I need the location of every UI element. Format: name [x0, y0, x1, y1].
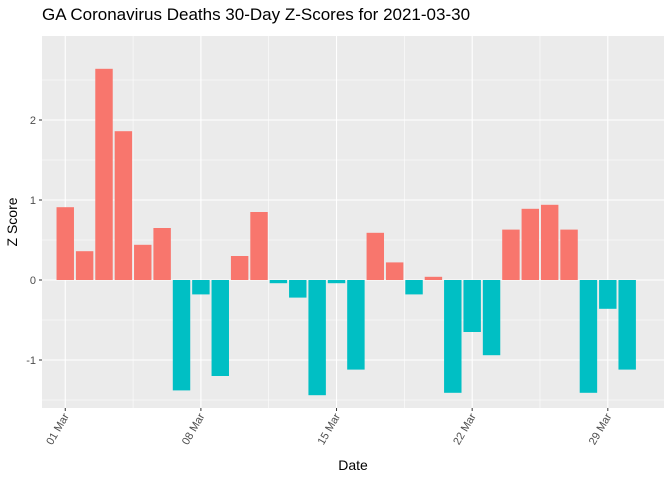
y-axis: -1 0 1 2 — [26, 115, 42, 367]
x-tick-label: 22 Mar — [451, 411, 479, 447]
y-tick-label: -1 — [26, 355, 36, 367]
bar-positive — [56, 207, 74, 280]
bar-negative — [482, 280, 501, 356]
bar-positive — [230, 256, 249, 280]
bar-positive — [521, 208, 540, 280]
y-tick-label: 2 — [30, 115, 36, 127]
bar-positive — [502, 229, 520, 280]
bar-positive — [153, 228, 171, 280]
x-axis-title: Date — [338, 457, 368, 473]
bar-negative — [327, 280, 346, 284]
x-tick-label: 01 Mar — [44, 411, 72, 447]
bar-negative — [269, 280, 288, 284]
bar-negative — [599, 280, 617, 309]
bar-positive — [540, 204, 559, 280]
chart-title: GA Coronavirus Deaths 30-Day Z-Scores fo… — [42, 5, 471, 24]
x-tick-label: 08 Mar — [180, 411, 208, 447]
x-tick-label: 29 Mar — [587, 411, 615, 447]
y-axis-title: Z Score — [4, 197, 20, 246]
bar-negative — [289, 280, 307, 298]
bar-positive — [95, 68, 113, 280]
bar-positive — [385, 262, 404, 280]
bar-positive — [250, 212, 268, 280]
bar-positive — [560, 229, 578, 280]
bar-positive — [424, 276, 443, 280]
y-tick-label: 1 — [30, 195, 36, 207]
bar-negative — [308, 280, 326, 396]
bar-negative — [444, 280, 462, 393]
bar-negative — [192, 280, 210, 295]
bars — [56, 68, 636, 396]
bar-negative — [579, 280, 598, 393]
bar-negative — [211, 280, 229, 376]
bar-negative — [463, 280, 481, 332]
bar-positive — [366, 232, 385, 280]
bar-positive — [75, 251, 94, 280]
bar-positive — [134, 244, 152, 280]
bar-negative — [347, 280, 365, 370]
bar-positive — [114, 131, 133, 280]
bar-negative — [405, 280, 423, 295]
y-tick-label: 0 — [30, 275, 36, 287]
x-tick-label: 15 Mar — [316, 411, 344, 447]
bar-negative — [172, 280, 191, 391]
bar-negative — [618, 280, 636, 370]
x-axis: 01 Mar 08 Mar 15 Mar 22 Mar 29 Mar — [44, 408, 615, 447]
